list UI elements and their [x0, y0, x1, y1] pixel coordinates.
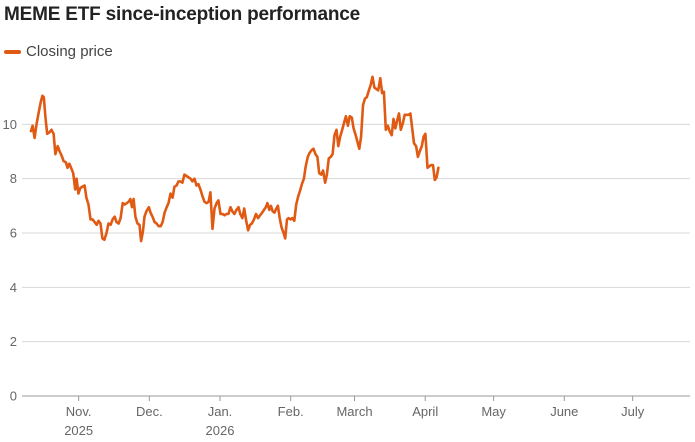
legend-swatch — [4, 49, 21, 54]
legend: Closing price — [4, 43, 113, 60]
x-axis: Nov. 2025 Dec. Jan. 2026 Feb. March April May Jun… — [64, 396, 645, 438]
y-axis: 0 2 4 6 8 10 — [3, 117, 17, 404]
y-tick-label-2: 2 — [10, 334, 17, 349]
x-tick-label-3: Feb. — [278, 404, 304, 419]
y-tick-label-0: 0 — [10, 389, 17, 404]
x-tick-label-4: March — [336, 404, 372, 419]
y-tick-label-4: 4 — [10, 280, 17, 295]
y-tick-label-6: 6 — [10, 226, 17, 241]
grid-lines — [22, 123, 690, 397]
x-tick-label-5: April — [412, 404, 438, 419]
y-tick-label-8: 8 — [10, 171, 17, 186]
x-tick-label-2: Jan. — [208, 404, 233, 419]
series-line-closing-price — [29, 75, 440, 243]
y-tick-label-10: 10 — [3, 117, 17, 132]
series-layer — [29, 75, 440, 243]
chart-title: MEME ETF since-inception performance — [4, 4, 360, 25]
x-tick-label-8: July — [621, 404, 645, 419]
x-tick-year-2: 2026 — [206, 423, 235, 438]
x-tick-label-1: Dec. — [136, 404, 163, 419]
x-tick-label-7: June — [550, 404, 578, 419]
x-tick-label-0: Nov. — [66, 404, 92, 419]
x-tick-year-0: 2025 — [64, 423, 93, 438]
legend-label-closing-price: Closing price — [26, 43, 113, 60]
x-tick-label-6: May — [481, 404, 506, 419]
